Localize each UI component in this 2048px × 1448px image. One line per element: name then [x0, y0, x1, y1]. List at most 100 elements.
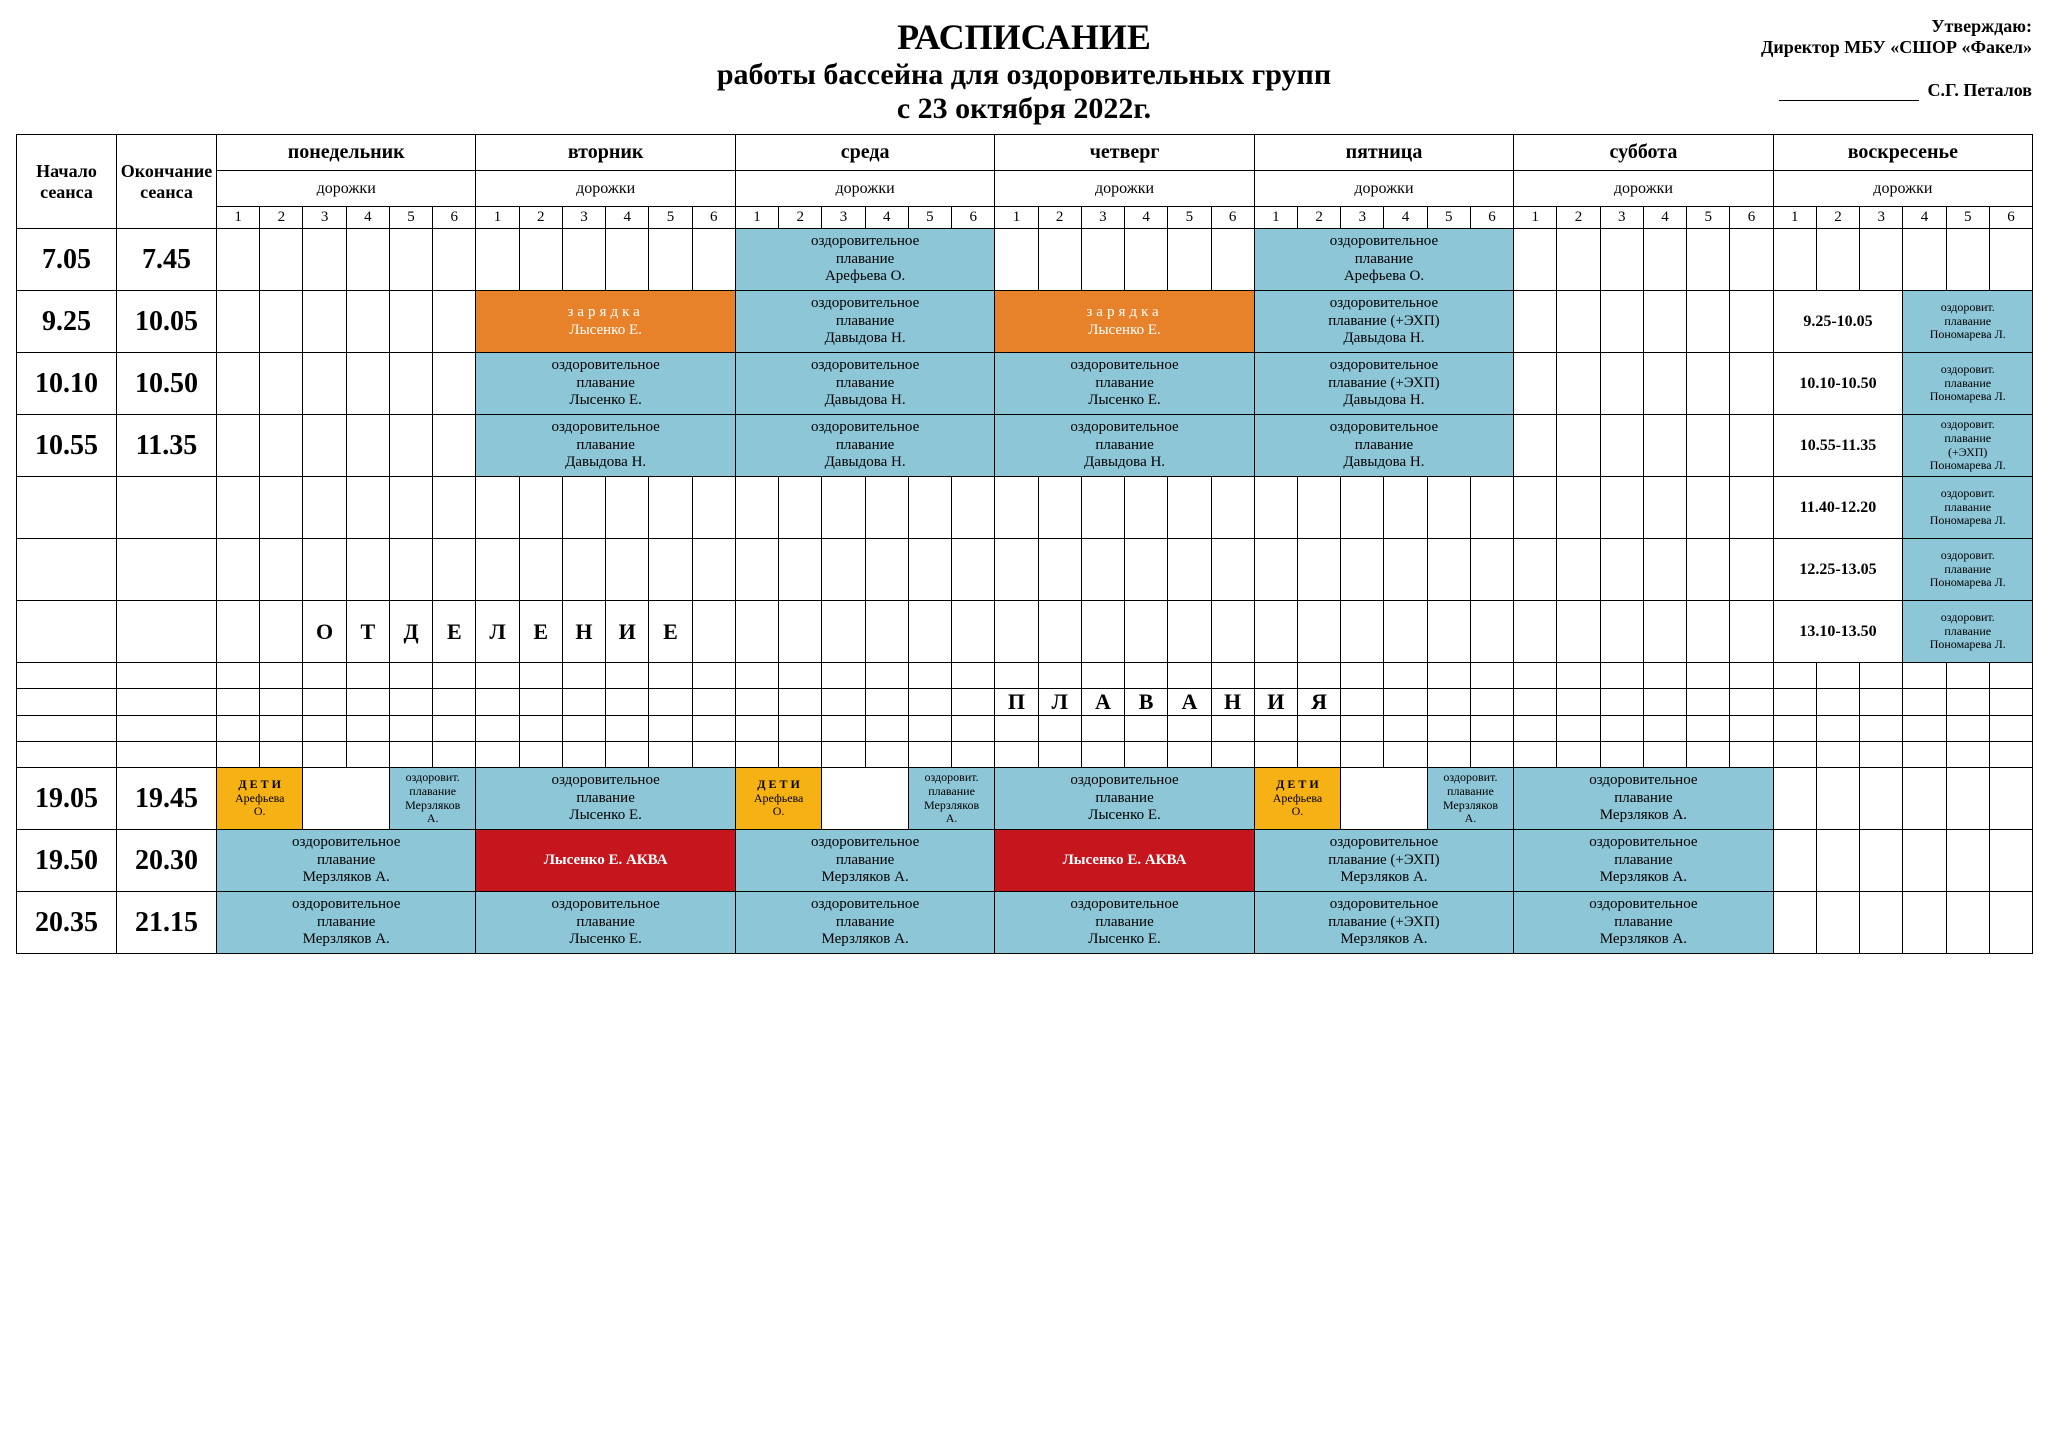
empty-cell: [260, 689, 303, 716]
empty-cell: [908, 689, 951, 716]
empty-cell: [562, 742, 605, 768]
lane-num: 2: [1038, 207, 1081, 229]
empty-cell: [1687, 742, 1730, 768]
empty-cell: [1038, 742, 1081, 768]
empty-cell: [1860, 742, 1903, 768]
section-letter-cell: Н: [562, 601, 605, 663]
empty-cell: [1946, 229, 1989, 291]
schedule-cell: оздоровит.плаваниеПономарева Л.: [1903, 601, 2033, 663]
empty-cell: [1341, 716, 1384, 742]
empty-cell: [649, 539, 692, 601]
empty-cell: [433, 689, 476, 716]
empty-cell: [303, 663, 346, 689]
empty-cell: [1730, 291, 1773, 353]
empty-cell: [433, 716, 476, 742]
empty-cell: [1211, 663, 1254, 689]
empty-cell: [1254, 742, 1297, 768]
lane-num: 6: [1470, 207, 1513, 229]
schedule-cell: оздоровительноеплаваниеМерзляков А.: [1514, 768, 1773, 830]
lane-num: 2: [1557, 207, 1600, 229]
time-end: 20.30: [117, 830, 217, 892]
schedule-cell: оздоровительноеплаваниеДавыдова Н.: [476, 415, 735, 477]
empty-cell: [389, 291, 432, 353]
empty-cell: [865, 601, 908, 663]
empty-cell: [303, 689, 346, 716]
schedule-cell: оздоровительноеплаваниеЛысенко Е.: [476, 353, 735, 415]
empty-cell: [1514, 663, 1557, 689]
empty-cell: [1860, 663, 1903, 689]
empty-cell: [1470, 539, 1513, 601]
empty-cell: [1816, 229, 1859, 291]
empty-cell: [1989, 663, 2032, 689]
empty-cell: [260, 291, 303, 353]
empty-cell: [1254, 477, 1297, 539]
empty-cell: [1600, 663, 1643, 689]
empty-cell: [735, 716, 778, 742]
schedule-cell: оздоровит.плаваниеМерзляковА.: [908, 768, 995, 830]
section-letter-cell: Я: [1297, 689, 1340, 716]
empty-cell: [346, 689, 389, 716]
empty-cell: [1341, 742, 1384, 768]
lanes-label: дорожки: [1254, 171, 1513, 207]
signature-line: [1779, 100, 1919, 101]
day-header: суббота: [1514, 135, 1773, 171]
schedule-cell: оздоровительноеплаваниеМерзляков А.: [735, 830, 994, 892]
schedule-cell: оздоровительноеплаваниеЛысенко Е.: [995, 768, 1254, 830]
empty-cell: [1168, 229, 1211, 291]
empty-cell: [952, 663, 995, 689]
empty-cell: [1427, 663, 1470, 689]
empty-cell: [1081, 742, 1124, 768]
empty-cell: [1816, 892, 1859, 954]
lane-num: 6: [1730, 207, 1773, 229]
schedule-cell: оздоровительноеплаваниеМерзляков А.: [1514, 892, 1773, 954]
schedule-cell: 10.55-11.35: [1773, 415, 1903, 477]
hdr-end: Окончаниесеанса: [117, 135, 217, 229]
empty-cell: [1687, 477, 1730, 539]
lane-num: 4: [865, 207, 908, 229]
time-start: [17, 601, 117, 663]
lane-num: 3: [303, 207, 346, 229]
empty-cell: [562, 663, 605, 689]
empty-cell: [908, 742, 951, 768]
empty-cell: [1730, 689, 1773, 716]
lanes-label: дорожки: [1773, 171, 2032, 207]
empty-cell: [303, 353, 346, 415]
schedule-cell: 9.25-10.05: [1773, 291, 1903, 353]
empty-cell: [217, 689, 260, 716]
schedule-cell: оздоровительноеплаваниеАрефьева О.: [1254, 229, 1513, 291]
empty-cell: [865, 539, 908, 601]
section-letter-cell: [1470, 689, 1513, 716]
empty-cell: [865, 689, 908, 716]
empty-cell: [1687, 291, 1730, 353]
empty-cell: [1687, 601, 1730, 663]
empty-cell: [519, 229, 562, 291]
day-header: вторник: [476, 135, 735, 171]
empty-cell: [1125, 229, 1168, 291]
empty-cell: [1773, 689, 1816, 716]
empty-cell: [1384, 477, 1427, 539]
empty-cell: [822, 663, 865, 689]
empty-cell: [1989, 229, 2032, 291]
empty-cell: [519, 689, 562, 716]
lane-num: 4: [346, 207, 389, 229]
empty-cell: [1600, 415, 1643, 477]
schedule-cell: оздоровительноеплаваниеДавыдова Н.: [1254, 415, 1513, 477]
empty-cell: [217, 539, 260, 601]
lane-num: 4: [1384, 207, 1427, 229]
schedule-cell: оздоровительноеплаваниеЛысенко Е.: [476, 892, 735, 954]
lane-num: 5: [1946, 207, 1989, 229]
empty-cell: [1081, 539, 1124, 601]
empty-cell: [692, 663, 735, 689]
section-letter-cell: А: [1081, 689, 1124, 716]
empty-cell: [1730, 601, 1773, 663]
empty-cell: [1730, 663, 1773, 689]
empty-cell: [389, 689, 432, 716]
lane-num: 1: [476, 207, 519, 229]
empty-cell: [995, 539, 1038, 601]
empty-cell: [303, 742, 346, 768]
empty-cell: [1903, 742, 1946, 768]
lane-num: 4: [1903, 207, 1946, 229]
empty-cell: [649, 689, 692, 716]
empty-cell: [822, 689, 865, 716]
empty-cell: [260, 539, 303, 601]
